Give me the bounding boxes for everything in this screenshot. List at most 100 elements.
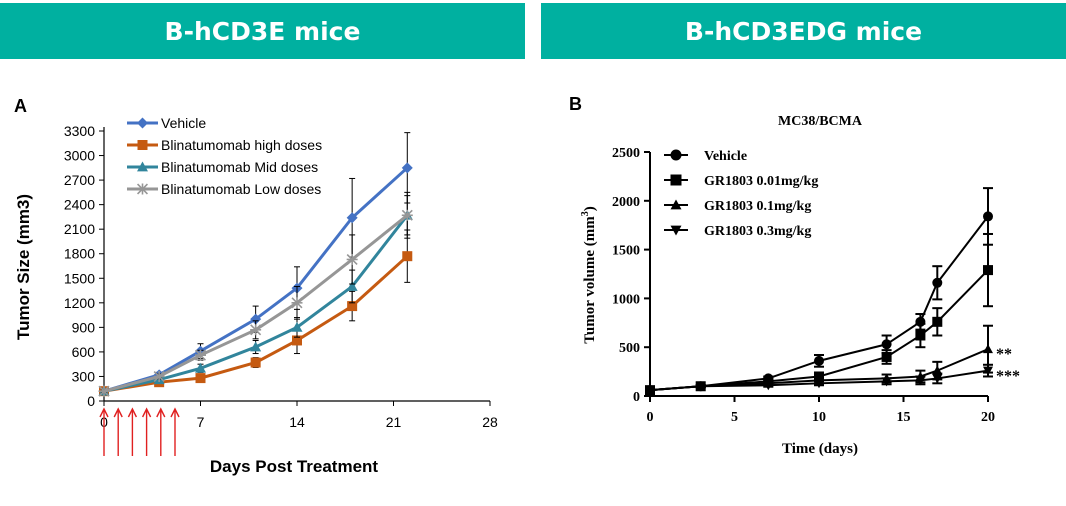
y-tick-label-b-4: 2000 [612, 195, 640, 210]
y-tick-label-b-5: 2500 [612, 146, 640, 161]
legend-marker-b-3 [670, 225, 682, 236]
x-tick-label-a-3: 21 [386, 414, 402, 430]
y-tick-label-a-6: 1800 [64, 246, 95, 262]
x-tick-label-b-4: 20 [981, 410, 995, 425]
banner-b-hcd3edg: B-hCD3EDG mice [541, 3, 1066, 59]
y-tick-label-a-2: 600 [72, 344, 96, 360]
data-point-a-1-4 [292, 335, 302, 346]
data-point-b-1-6 [932, 316, 943, 327]
y-tick-label-a-8: 2400 [64, 197, 95, 213]
x-tick-label-b-1: 5 [731, 410, 738, 425]
y-axis-label-b: Tumor volume (mm3) [580, 206, 598, 344]
series-b-1 [645, 232, 993, 396]
y-tick-label-a-4: 1200 [64, 295, 95, 311]
data-point-b-3-7 [983, 366, 993, 376]
data-point-a-1-6 [402, 251, 413, 262]
y-tick-label-b-1: 500 [619, 341, 640, 356]
legend-label-a-2: Blinatumomab Mid doses [161, 159, 318, 175]
series-b-3 [645, 363, 993, 396]
legend-marker-b-1 [670, 174, 682, 186]
legend-marker-a-2 [137, 161, 148, 172]
data-point-a-2-3 [250, 341, 262, 352]
x-axis-label-b: Time (days) [782, 441, 858, 457]
y-axis-label-a: Tumor Size (mm3) [14, 194, 33, 340]
data-point-a-3-0 [98, 385, 110, 397]
series-b-0 [645, 187, 993, 396]
y-tick-label-a-5: 1500 [64, 270, 95, 286]
data-point-a-3-4 [291, 297, 303, 309]
significance-0p3: *** [996, 368, 1020, 385]
data-point-a-0-3 [250, 313, 262, 325]
dosing-arrow-head-2 [127, 407, 138, 418]
data-point-b-3-4 [881, 377, 892, 387]
y-tick-label-a-0: 0 [87, 393, 95, 409]
y-tick-label-a-11: 3300 [64, 123, 95, 139]
legend-label-b-0: Vehicle [704, 149, 747, 164]
data-point-b-3-0 [645, 386, 655, 396]
data-point-a-1-3 [250, 357, 261, 368]
legend-marker-a-1 [137, 140, 148, 150]
y-axis-label-b-main: Tumor volume (mm [582, 216, 598, 344]
panel-label-a: A [14, 96, 27, 116]
y-tick-label-a-7: 2100 [64, 221, 95, 237]
x-tick-label-a-1: 7 [197, 414, 205, 430]
data-point-b-3-5 [915, 376, 926, 386]
dosing-arrow-head-1 [113, 407, 123, 418]
legend-marker-a-0 [137, 117, 148, 129]
legend-label-b-2: GR1803 0.1mg/kg [704, 199, 811, 214]
y-tick-label-a-3: 900 [72, 319, 96, 335]
data-point-a-3-3 [250, 324, 262, 336]
data-point-a-1-5 [347, 301, 358, 312]
dosing-arrow-head-4 [156, 407, 166, 418]
series-line-b-3 [649, 369, 989, 392]
x-tick-label-a-4: 28 [482, 414, 498, 430]
data-point-b-3-2 [763, 381, 774, 391]
data-point-a-1-2 [195, 373, 206, 384]
data-point-a-2-2 [195, 362, 206, 373]
data-point-b-3-3 [814, 379, 824, 389]
chart-b: B MC38/BCMA 0 500 1000 1500 2000 2500 0 5 10 15 20 Ti… [569, 94, 1020, 457]
data-point-b-1-5 [915, 330, 926, 341]
y-axis-label-b-sup: 3 [580, 211, 591, 216]
legend-marker-b-2 [670, 199, 682, 210]
dosing-arrow-head-5 [170, 407, 180, 418]
data-point-b-0-6 [932, 277, 943, 288]
data-point-a-3-6 [401, 209, 413, 221]
panel-label-b: B [569, 94, 582, 114]
data-point-b-1-7 [983, 265, 993, 276]
data-point-a-0-5 [346, 212, 358, 224]
legend-marker-a-3 [136, 183, 149, 195]
y-tick-label-a-10: 3000 [64, 148, 95, 164]
data-point-b-2-6 [932, 365, 943, 375]
x-tick-label-a-2: 14 [289, 414, 305, 430]
data-point-b-1-4 [881, 351, 892, 362]
data-point-b-0-7 [983, 211, 993, 222]
data-point-a-2-4 [291, 321, 303, 332]
x-tick-label-b-3: 15 [897, 410, 911, 425]
x-tick-label-b-0: 0 [647, 410, 654, 425]
legend-label-b-3: GR1803 0.3mg/kg [704, 224, 811, 239]
legend-label-b-1: GR1803 0.01mg/kg [704, 174, 818, 189]
dosing-arrow-head-3 [141, 407, 152, 418]
chart-title-b: MC38/BCMA [778, 114, 863, 129]
dosing-arrow-head-0 [99, 407, 109, 418]
legend-label-a-3: Blinatumomab Low doses [161, 181, 321, 197]
data-point-a-3-1 [153, 370, 165, 382]
data-point-b-3-1 [695, 382, 706, 392]
chart-a: A 0 300 600 900 1200 1500 1800 2100 2400 2700 3000 3… [14, 96, 498, 476]
data-point-b-3-6 [932, 374, 943, 384]
y-tick-label-b-2: 1000 [612, 292, 640, 307]
data-point-a-0-6 [401, 162, 413, 174]
banner-right-text: B-hCD3EDG mice [684, 16, 923, 46]
banner-b-hcd3e: B-hCD3E mice [0, 3, 525, 59]
y-axis-label-b-end: ) [582, 206, 598, 211]
y-tick-label-a-9: 2700 [64, 172, 95, 188]
legend-label-a-0: Vehicle [161, 115, 206, 131]
significance-0p1: ** [996, 346, 1012, 363]
data-point-a-3-2 [194, 349, 207, 361]
data-point-b-0-4 [881, 339, 892, 350]
x-axis-label-a: Days Post Treatment [210, 457, 379, 476]
x-tick-label-b-2: 10 [812, 410, 826, 425]
y-tick-label-b-3: 1500 [612, 244, 640, 259]
